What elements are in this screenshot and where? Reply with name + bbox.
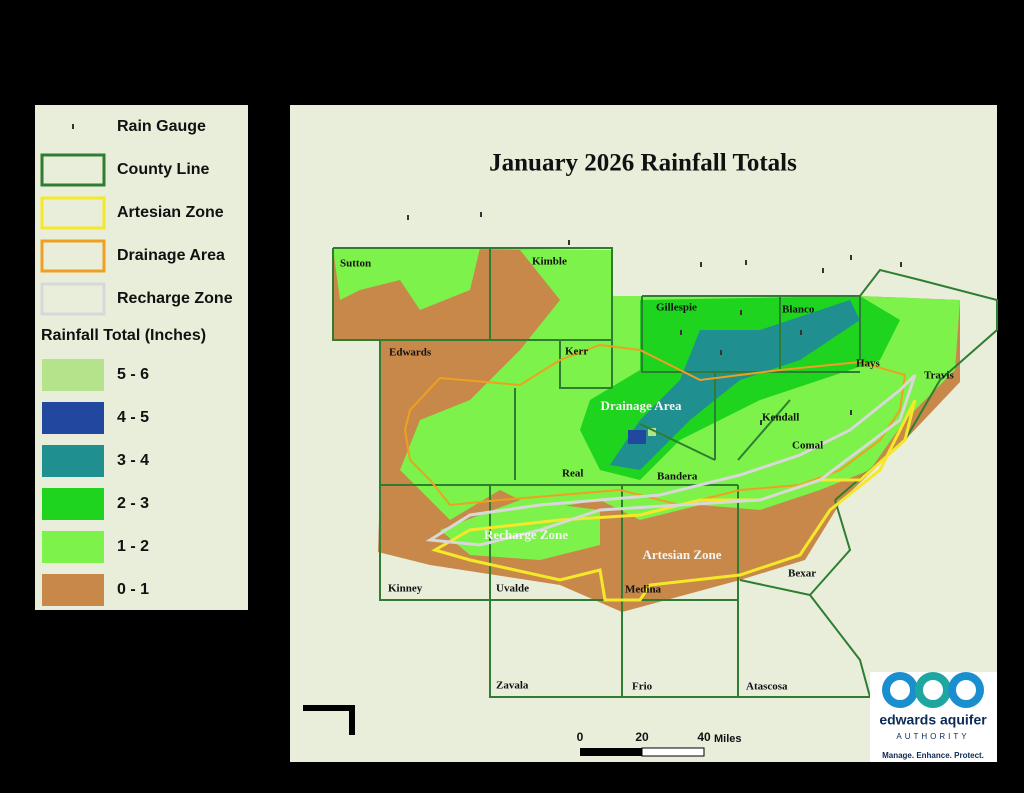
scale-label: 40 [697,730,711,744]
scale-segment [580,748,642,756]
rain-gauge [760,420,762,425]
rain-4-5 [628,430,646,444]
scale-bar: 0 20 40 Miles [577,730,742,757]
logo-org: AUTHORITY [896,732,969,741]
county-label: Kimble [532,256,567,268]
county-label: Kerr [565,346,588,358]
rain-gauge [568,240,570,245]
rain-gauge [850,255,852,260]
logo-mark [882,672,918,708]
legend-label: County Line [117,161,210,178]
logo-name: edwards aquifer [879,712,987,728]
legend-swatch [40,239,106,273]
logo: edwards aquifer AUTHORITY Manage. Enhanc… [870,672,997,762]
recharge-zone [425,373,917,547]
legend-label: 3 - 4 [117,452,149,469]
artesian-zone [431,399,917,602]
county-label: Frio [632,681,653,693]
county-label: Kinney [388,583,423,595]
legend-label: 0 - 1 [117,581,149,598]
north-arrow [303,705,355,735]
county-label: Hays [856,358,881,370]
logo-mark [915,672,951,708]
legend-swatch [42,402,104,434]
rain-3-4 [610,300,860,470]
legend-label: 4 - 5 [117,409,149,426]
legend-swatch [40,196,106,230]
rain-gauge [720,350,722,355]
county-label: Uvalde [496,583,529,595]
legend-swatch [40,153,106,187]
legend-label: Recharge Zone [117,290,233,307]
legend-label: Drainage Area [117,247,225,264]
rain-gauge [740,310,742,315]
rain-gauge [822,268,824,273]
county-label: Comal [792,440,823,452]
legend-panel [35,105,248,610]
gauge-symbol [72,124,74,129]
zone-label: Artesian Zone [642,547,721,562]
county-label: Gillespie [656,302,697,314]
legend-label: 5 - 6 [117,366,149,383]
zone-label: Recharge Zone [484,527,568,542]
scale-unit: Miles [714,733,742,745]
logo-motto: Manage. Enhance. Protect. [882,751,984,760]
zone-label: Drainage Area [601,398,682,413]
legend-label: Artesian Zone [117,204,224,221]
county-label: Atascosa [746,681,788,693]
rain-gauge [800,330,802,335]
legend-swatch [42,574,104,606]
legend-heading: Rainfall Total (Inches) [41,327,206,344]
county-label: Blanco [782,304,815,316]
map-title: January 2026 Rainfall Totals [489,150,797,177]
rain-gauge [850,410,852,415]
rain-5-6 [648,428,656,436]
rain-gauge [900,262,902,267]
rain-gauge [407,215,409,220]
rain-gauge [480,212,482,217]
county-label: Sutton [340,258,371,270]
legend-swatch [42,359,104,391]
county-label: Zavala [496,680,529,692]
legend-swatch [42,445,104,477]
rain-1-2 [333,248,480,310]
county-label: Travis [924,370,954,382]
county-label: Bandera [657,471,698,483]
legend-swatch [40,282,106,316]
county-label: Bexar [788,568,816,580]
legend-label: 1 - 2 [117,538,149,555]
scale-label: 20 [635,730,649,744]
county-line [332,247,998,698]
scale-label: 0 [577,730,584,744]
scale-segment [641,747,705,757]
county-label: Kendall [762,412,799,424]
drainage-area [403,343,907,507]
county-label: Medina [625,584,662,596]
rain-gauge [745,260,747,265]
county-label: Edwards [389,347,432,359]
legend-swatch [42,531,104,563]
rain-gauge [700,262,702,267]
legend-label: 2 - 3 [117,495,149,512]
rain-gauge [680,330,682,335]
county-label: Real [562,468,583,480]
logo-mark [948,672,984,708]
legend-swatch [42,488,104,520]
legend-label: Rain Gauge [117,118,206,135]
county-lines [332,247,998,698]
